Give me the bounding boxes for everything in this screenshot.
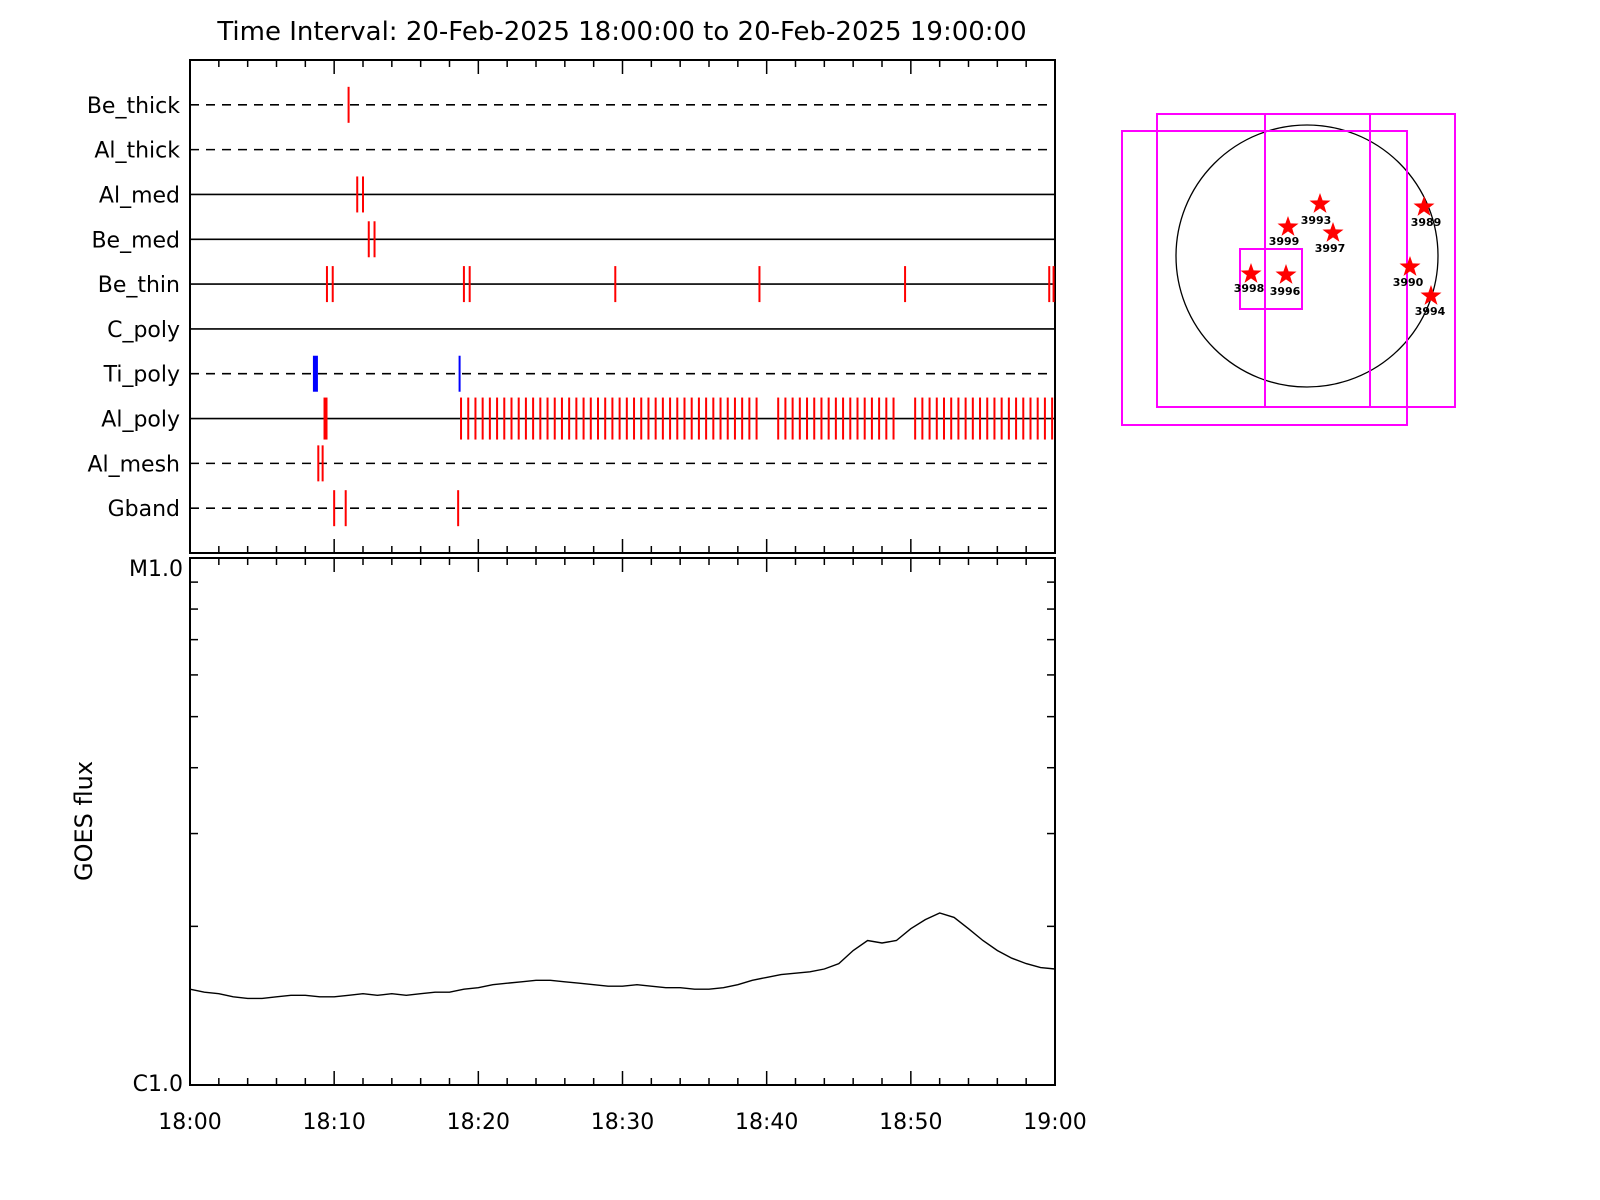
active-region-star [1399, 256, 1421, 276]
active-region-label: 3989 [1411, 216, 1442, 229]
goes-ymax-tick-label: M1.0 [129, 557, 183, 582]
channel-label: Al_med [99, 183, 180, 208]
active-region-label: 3990 [1393, 276, 1424, 289]
channel-label: Gband [108, 497, 180, 522]
active-region-star [1275, 264, 1297, 284]
goes-ymin-tick-label: C1.0 [133, 1072, 183, 1097]
active-region-star [1420, 285, 1442, 305]
active-region-label: 3999 [1269, 235, 1300, 248]
solar-disk-limb [1175, 124, 1439, 388]
channel-label: Al_mesh [87, 452, 180, 477]
x-tick-label: 18:30 [591, 1110, 654, 1135]
goes-flux-chart: 18:00 18:10 18:20 18:30 18:40 18:50 19:00 [158, 557, 1087, 1135]
active-region-star [1240, 263, 1262, 283]
x-tick-label: 18:40 [735, 1110, 798, 1135]
active-region-label: 3993 [1301, 214, 1332, 227]
fov-rect [1239, 248, 1303, 310]
channel-label: Al_poly [101, 408, 180, 433]
active-region-star [1413, 196, 1435, 216]
channel-label: Be_thick [87, 94, 180, 119]
channel-label: Be_med [91, 228, 180, 253]
x-tick-label: 18:00 [158, 1110, 221, 1135]
active-region-star [1277, 216, 1299, 236]
channel-label: Be_thin [98, 273, 180, 298]
active-region-label: 3994 [1415, 305, 1446, 318]
x-tick-label: 18:10 [302, 1110, 365, 1135]
active-region-label: 3997 [1315, 242, 1346, 255]
active-region-star [1322, 222, 1344, 242]
goes-panel-border [189, 557, 1056, 1086]
timeline-panel-border [189, 59, 1056, 554]
goes-y-axis-label: GOES flux [70, 761, 98, 881]
active-region-label: 3998 [1234, 282, 1265, 295]
fov-rect [1156, 113, 1456, 408]
goes-flux-curve [189, 912, 1056, 1000]
channel-label: C_poly [107, 318, 180, 343]
active-region-star [1309, 193, 1331, 213]
x-tick-label: 19:00 [1023, 1110, 1086, 1135]
active-region-label: 3996 [1270, 285, 1301, 298]
channel-label: Al_thick [94, 139, 180, 164]
exposure-timeline-chart: Be_thick Al_thick Al_med Be_med Be_thin C_pol… [87, 59, 1056, 554]
x-tick-label: 18:50 [879, 1110, 942, 1135]
channel-label: Ti_poly [103, 363, 180, 388]
plot-title: Time Interval: 20-Feb-2025 18:00:00 to 2… [216, 17, 1026, 47]
x-tick-label: 18:20 [447, 1110, 510, 1135]
